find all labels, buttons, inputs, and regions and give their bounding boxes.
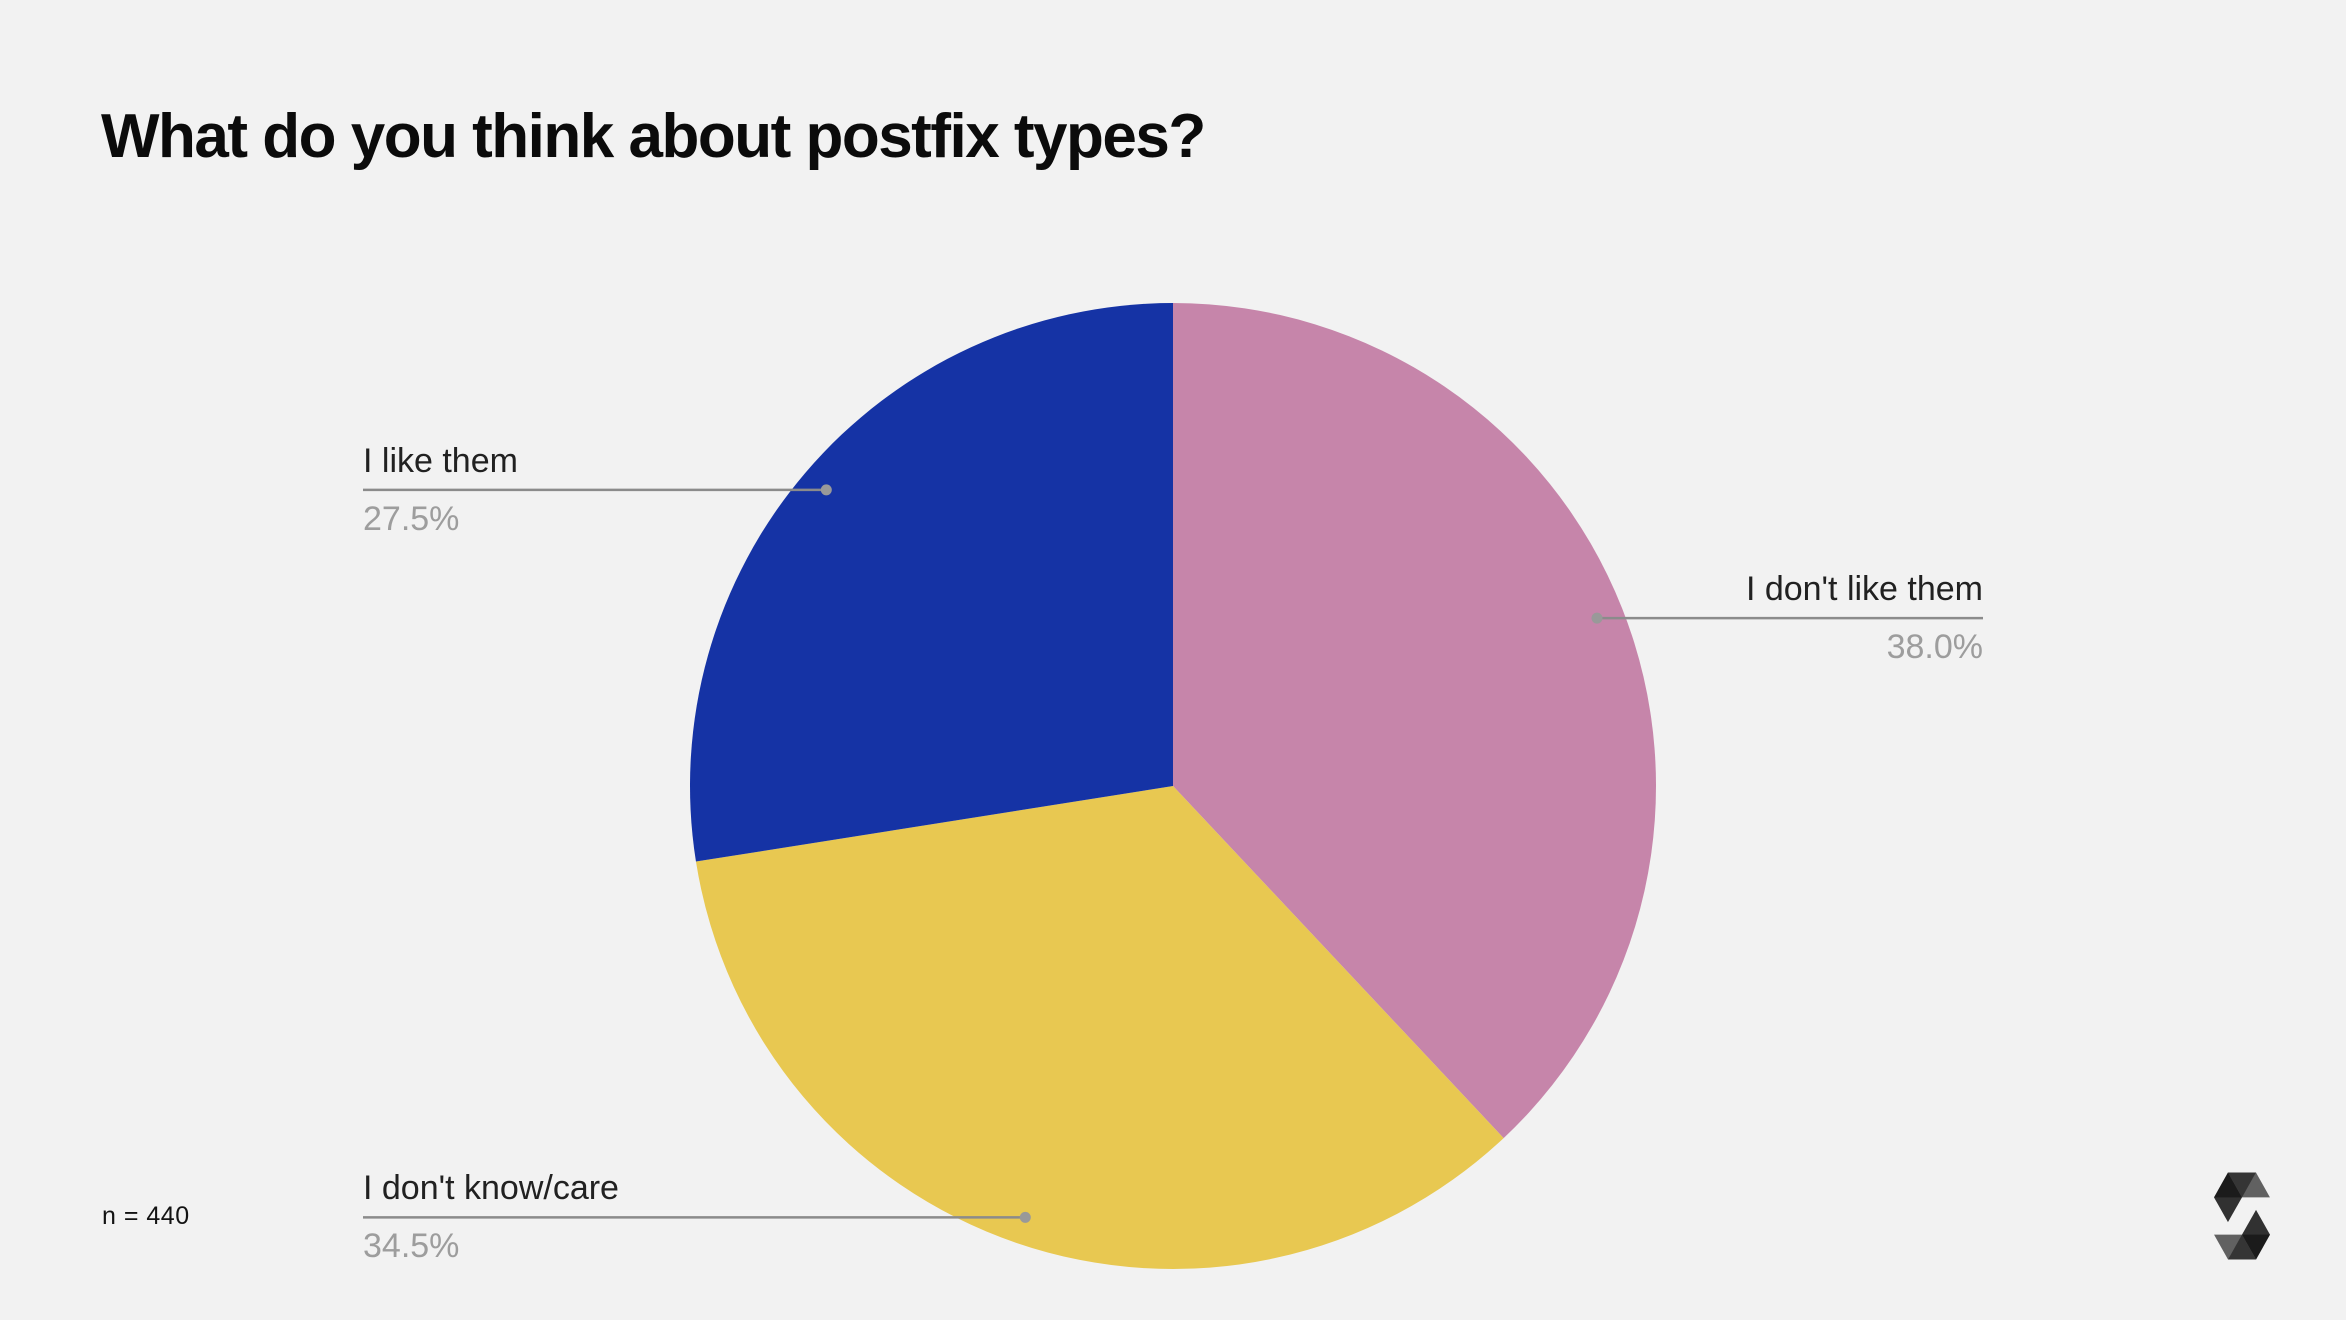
pie-label-text: I like them: [363, 441, 518, 480]
pie-label-dont-know-care: I don't know/care 34.5%: [363, 1168, 619, 1267]
solidity-logo-icon: [2214, 1172, 2270, 1260]
leader-dot-i-don-t-know-care: [1019, 1211, 1031, 1223]
leader-dot-i-like-them: [820, 484, 832, 496]
pie-slice-i-don-t-like-them: [1173, 303, 1657, 1139]
pie-label-percent: 34.5%: [363, 1227, 460, 1266]
pie-label-text: I don't like them: [1745, 570, 1983, 609]
page-title: What do you think about postfix types?: [101, 102, 1206, 171]
pie-label-text: I don't know/care: [363, 1169, 619, 1208]
leader-dot-i-don-t-like-them: [1591, 612, 1603, 624]
pie-label-percent: 38.0%: [1886, 628, 1983, 667]
pie-label-like-them: I like them 27.5%: [363, 441, 518, 540]
pie-slice-i-don-t-know-care: [695, 786, 1504, 1269]
pie-label-percent: 27.5%: [363, 499, 460, 538]
pie-label-dont-like-them: I don't like them 38.0%: [1746, 569, 1983, 668]
sample-size-note: n = 440: [102, 1202, 190, 1230]
pie-slice-i-like-them: [690, 303, 1173, 862]
